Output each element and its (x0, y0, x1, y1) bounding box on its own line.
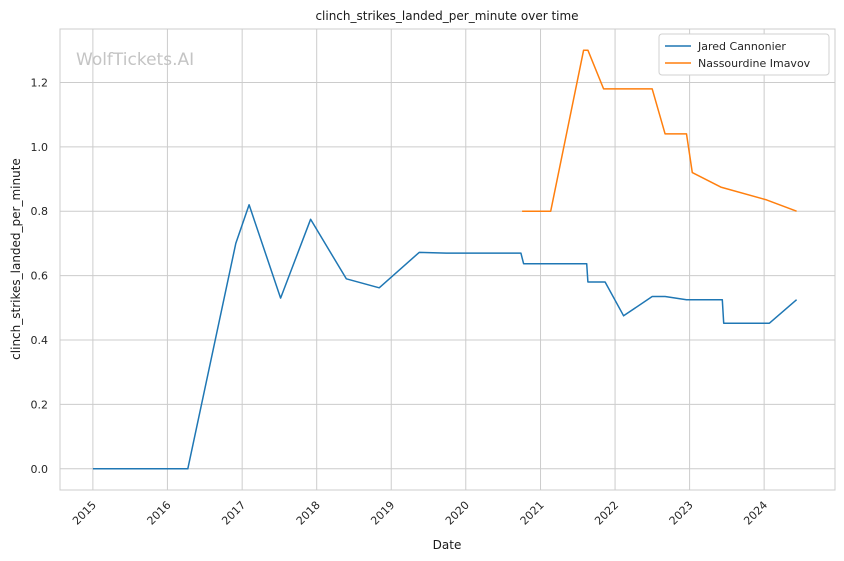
y-tick-label-0.2: 0.2 (31, 398, 49, 411)
series-line-nassourdine-imavov (522, 49, 797, 212)
y-tick-label-1.2: 1.2 (31, 76, 49, 89)
series-layer (92, 49, 798, 470)
grid-lines (60, 29, 835, 490)
y-tick-label-1.0: 1.0 (31, 141, 49, 154)
plot-frame (59, 28, 836, 491)
legend-label-nassourdine-imavov: Nassourdine Imavov (698, 57, 811, 70)
watermark: WolfTickets.AI (76, 50, 194, 70)
legend-label-jared-cannonier: Jared Cannonier (697, 40, 786, 53)
legend-box (658, 33, 830, 76)
y-tick-label-0.6: 0.6 (31, 270, 49, 283)
series-line-jared-cannonier (92, 204, 798, 470)
legend: Jared Cannonier Nassourdine Imavov (658, 33, 830, 76)
y-tick-label-0.0: 0.0 (31, 463, 49, 476)
y-axis-ticks: 0.0 0.2 0.4 0.6 0.8 1.0 1.2 (31, 76, 49, 475)
y-tick-label-0.8: 0.8 (31, 205, 49, 218)
chart-title: clinch_strikes_landed_per_minute over ti… (315, 9, 578, 23)
x-axis-title: Date (433, 538, 462, 552)
y-tick-label-0.4: 0.4 (31, 334, 49, 347)
y-axis-title: clinch_strikes_landed_per_minute (9, 158, 23, 360)
